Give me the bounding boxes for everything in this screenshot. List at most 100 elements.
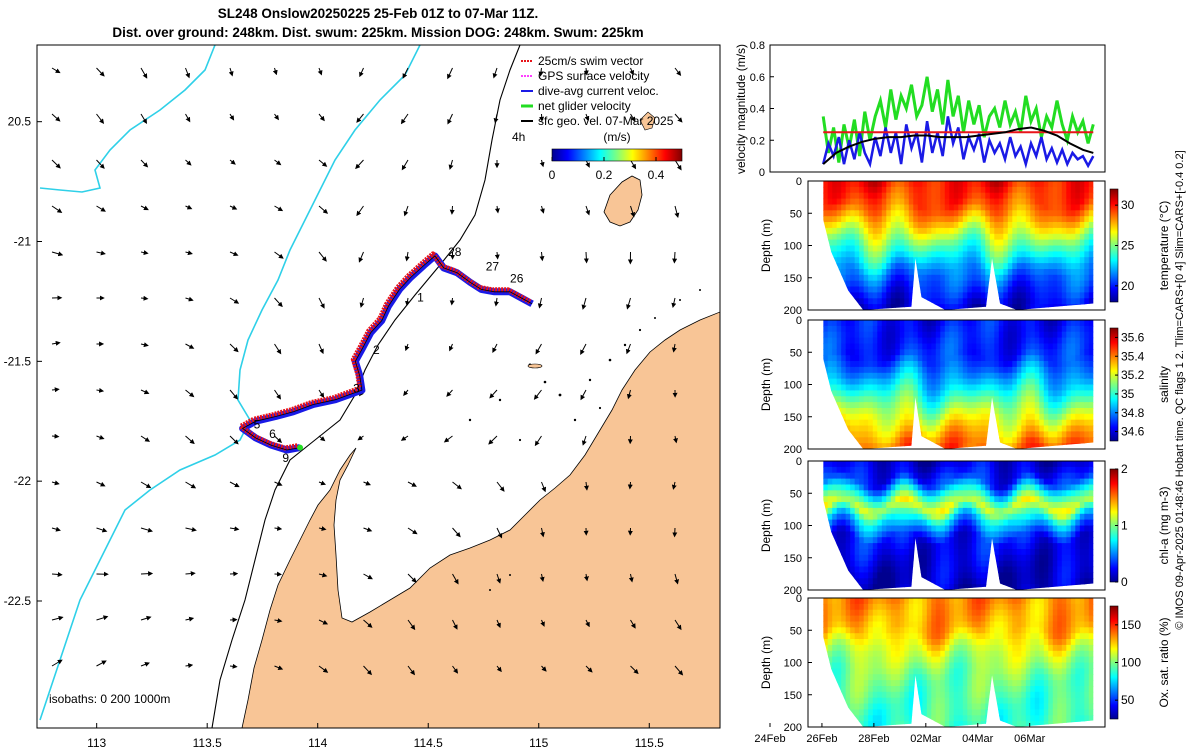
depth-cell [998,560,1004,568]
depth-cell [1070,361,1076,368]
depth-cell [863,715,869,722]
depth-cell [926,668,932,675]
depth-cell [859,325,865,333]
depth-cell [994,331,1000,339]
depth-cell [1039,413,1045,421]
depth-cell [850,181,856,188]
depth-cell [949,304,955,310]
depth-cell [1075,496,1081,503]
depth-cell [949,650,955,658]
depth-cell [854,425,860,432]
depth-cell [863,621,869,628]
depth-cell [922,349,928,356]
depth-cell [989,349,995,356]
sfc-velocity-arrow [447,67,453,80]
depth-cell [886,490,892,497]
depth-cell [845,343,851,350]
depth-cell [899,668,905,675]
depth-cell [899,419,905,427]
depth-cell [989,525,995,532]
depth-cell [1039,263,1045,270]
depth-cell [863,437,869,444]
depth-cell [971,413,977,421]
depth-cell [958,543,964,550]
depth-cell [949,496,955,503]
depth-cell [1070,560,1076,568]
depth-cell [1025,490,1031,497]
depth-cell [1061,361,1067,368]
depth-cell [1066,337,1072,345]
depth-cell [1057,204,1063,211]
depth-cell [823,331,829,339]
depth-cell [904,304,910,310]
sfc-velocity-arrow [229,159,236,165]
depth-cell [922,549,928,556]
depth-cell [841,343,847,350]
depth-cell [1016,466,1022,474]
sfc-velocity-arrow [229,251,239,256]
depth-cell [1084,343,1090,350]
depth-cell [926,366,932,374]
depth-cell [1043,366,1049,374]
depth-cell [944,703,950,710]
depth-cell [1070,355,1076,362]
depth-cell [962,431,968,438]
depth-cell [872,507,878,515]
depth-cell [868,396,874,403]
depth-cell [895,280,901,288]
depth-cell [1003,286,1009,293]
depth-cell [1084,519,1090,527]
depth-cell [1034,331,1040,339]
depth-cell [976,361,982,368]
depth-cell [1075,384,1081,391]
depth-cell [926,186,932,194]
depth-cell [908,662,914,669]
depth-cell [971,572,977,579]
depth-cell [877,721,883,727]
depth-cell [886,227,892,235]
depth-cell [1075,525,1081,532]
depth-cell [1084,425,1090,432]
depth-cell [886,320,892,327]
depth-cell [1066,216,1072,223]
depth-cell [908,408,914,415]
depth-cell [940,709,946,716]
depth-cell [1007,210,1013,217]
depth-cell [895,609,901,617]
depth-cell [823,490,829,497]
depth-cell [917,662,923,669]
depth-cell [899,425,905,432]
depth-cell [926,680,932,687]
depth-cell [877,263,883,270]
colorbar-tick-label: 0.4 [648,168,665,182]
depth-cell [962,413,968,421]
depth-cell [1066,560,1072,568]
depth-cell [881,378,887,386]
depth-cell [1052,490,1058,497]
depth-cell [1066,384,1072,391]
depth-cell [850,198,856,206]
depth-cell [1025,437,1031,444]
depth-cell [971,245,977,252]
depth-cell [998,519,1004,527]
depth-cell [1052,437,1058,444]
depth-cell [994,408,1000,415]
depth-cell [953,331,959,339]
depth-cell [1012,490,1018,497]
depth-cell [913,513,919,521]
depth-cell [913,496,919,503]
depth-cell [917,366,923,374]
depth-cell [989,466,995,474]
depth-cell [980,198,986,206]
depth-cell [1007,227,1013,235]
depth-cell [881,355,887,362]
depth-cell [962,286,968,293]
depth-cell [877,650,883,658]
depth-cell [949,384,955,391]
depth-cell [931,531,937,538]
depth-cell [1066,378,1072,386]
depth-cell [949,686,955,693]
depth-cell [1075,490,1081,497]
depth-cell [886,621,892,628]
sfc-velocity-arrow [140,113,148,125]
